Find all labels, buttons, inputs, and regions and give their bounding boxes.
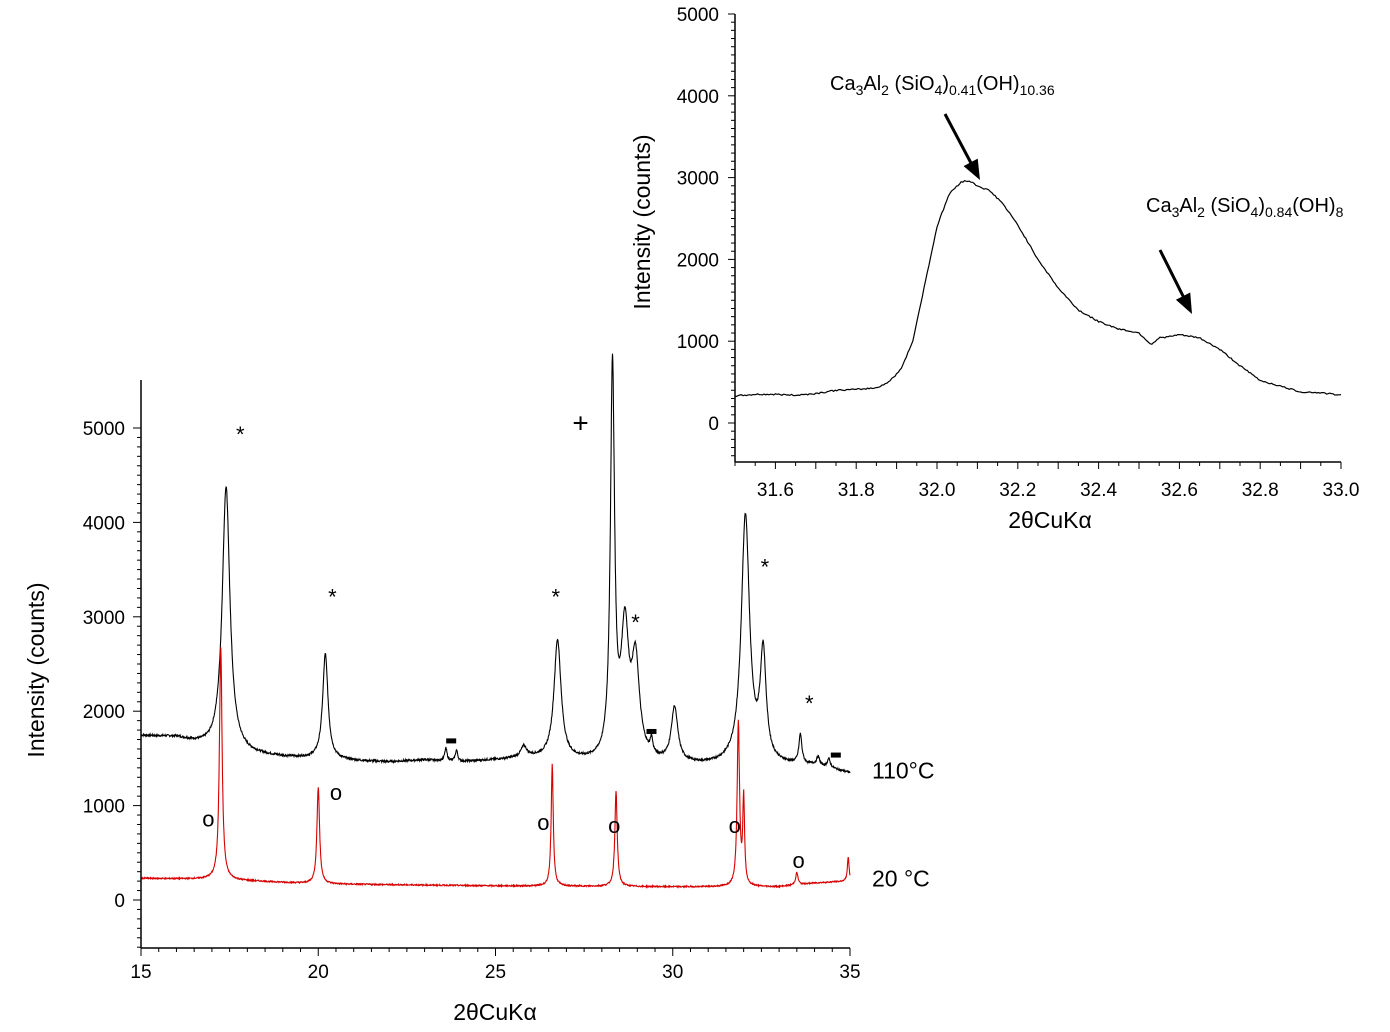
phase-marker-star: * [328,585,337,610]
inset-y-tick-label: 3000 [677,169,719,190]
phase-marker-star: * [551,585,560,610]
inset-x-tick-label: 32.2 [999,480,1036,501]
inset-x-tick-label: 31.6 [757,480,794,501]
inset-x-tick-label: 33.0 [1323,480,1360,501]
phase-marker-plus: + [572,408,588,439]
main-x-tick-label: 25 [485,962,506,983]
inset-x-tick-label: 32.8 [1242,480,1279,501]
main-x-axis-label: 2θCuKα [453,999,537,1025]
trace-label: 110°C [872,758,934,784]
main-xrd-chart: * * * * * * + o o o o o o 110°C 20 °C 0 1000 2000 3000 400… [23,353,934,1025]
inset-x-tick-label: 32.6 [1161,480,1198,501]
main-y-tick-label: 1000 [83,797,125,818]
inset-y-axis-label: Intensity (counts) [629,134,655,309]
main-x-tick-label: 35 [839,962,860,983]
main-y-tick-label: 2000 [83,702,125,723]
peak-arrow-head [1175,292,1192,314]
peak-arrow [943,113,975,169]
inset-y-tick-label: 0 [708,414,719,435]
phase-marker-dash [830,752,841,758]
phase-marker-circle: o [330,780,342,805]
series-20c-line [140,647,851,889]
peak-label-formula: Ca3Al2 (SiO4)0.41(OH)10.36 [830,73,1055,98]
main-y-axis-label: Intensity (counts) [23,582,49,757]
main-y-tick-label: 5000 [83,419,125,440]
phase-marker-circle: o [792,848,804,873]
main-x-tick-label: 30 [662,962,683,983]
inset-x-tick-label: 31.8 [838,480,875,501]
inset-xrd-chart: Ca3Al2 (SiO4)0.41(OH)10.36 Ca3Al2 (SiO4)0… [629,5,1359,533]
phase-marker-star: * [761,554,770,579]
main-y-tick-label: 0 [114,891,125,912]
phase-marker-dash [646,728,657,734]
inset-y-tick-label: 1000 [677,332,719,353]
inset-y-tick-label: 5000 [677,5,719,26]
main-plot-area: * * * * * * + o o o o o o 110°C 20 °C [140,353,934,891]
main-x-tick-label: 20 [308,962,329,983]
phase-marker-star: * [805,691,814,716]
inset-x-axis-label: 2θCuKα [1008,507,1092,533]
series-110c-line [140,353,851,774]
phase-marker-star: * [236,422,245,447]
phase-marker-circle: o [202,806,214,831]
peak-arrow [1158,249,1188,303]
inset-y-tick-label: 2000 [677,250,719,271]
main-y-tick-label: 4000 [83,513,125,534]
peak-label-formula: Ca3Al2 (SiO4)0.84(OH)8 [1146,195,1344,220]
main-x-tick-label: 15 [130,962,151,983]
inset-x-tick-label: 32.0 [919,480,956,501]
phase-marker-dash [446,738,457,744]
main-axes: 0 1000 2000 3000 4000 5000 15 20 25 30 35 [83,380,861,983]
inset-y-tick-label: 4000 [677,87,719,108]
main-y-tick-label: 3000 [83,608,125,629]
phase-marker-star: * [631,610,640,635]
phase-marker-circle: o [537,810,549,835]
trace-label: 20 °C [872,865,930,891]
peak-arrow-head [963,158,980,180]
inset-series-line [735,180,1342,397]
inset-axes: 0 1000 2000 3000 4000 5000 31.6 31.8 32.0 32.2 32.… [677,5,1360,501]
inset-plot-area: Ca3Al2 (SiO4)0.41(OH)10.36 Ca3Al2 (SiO4)0… [735,73,1344,397]
inset-x-tick-label: 32.4 [1080,480,1117,501]
phase-marker-circle: o [729,813,741,838]
phase-marker-circle: o [608,813,620,838]
